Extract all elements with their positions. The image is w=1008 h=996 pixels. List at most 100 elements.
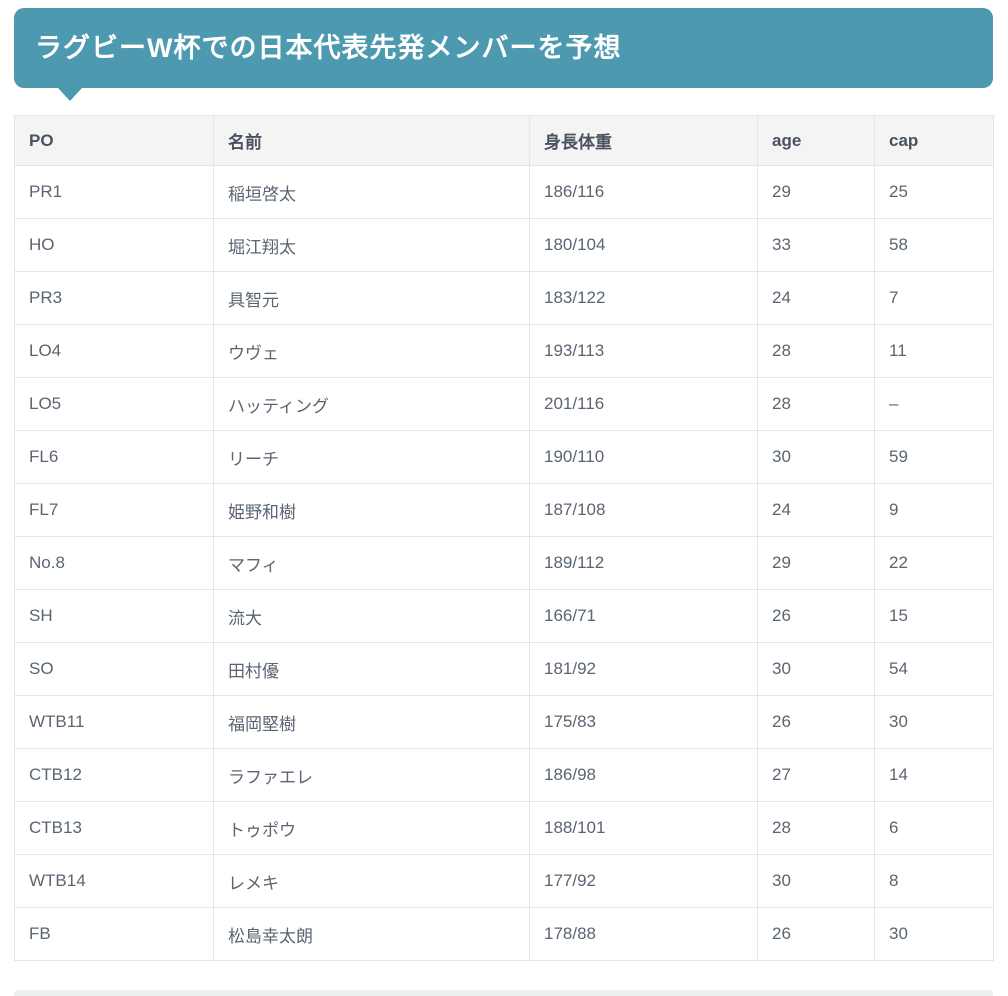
column-header-name: 名前 xyxy=(213,115,530,166)
table-body: PR1 稲垣啓太 186/116 29 25 HO 堀江翔太 180/104 33 58 PR3 具智… xyxy=(14,165,994,961)
table-cell: 28 xyxy=(757,801,875,855)
table-cell: マフィ xyxy=(213,536,530,590)
table-cell: 27 xyxy=(757,748,875,802)
table-cell: 26 xyxy=(757,589,875,643)
table-cell: 流大 xyxy=(213,589,530,643)
table-cell: FL6 xyxy=(14,430,214,484)
table-cell: 190/110 xyxy=(529,430,758,484)
table-header: PO 名前 身長体重 age cap xyxy=(14,115,994,166)
table-cell: 7 xyxy=(874,271,994,325)
table-cell: 183/122 xyxy=(529,271,758,325)
table-cell: 25 xyxy=(874,165,994,219)
table-cell: 6 xyxy=(874,801,994,855)
table-cell: WTB14 xyxy=(14,854,214,908)
table-cell: SH xyxy=(14,589,214,643)
table-row: HO 堀江翔太 180/104 33 58 xyxy=(14,218,994,272)
table-cell: ハッティング xyxy=(213,377,530,431)
table-cell: 姫野和樹 xyxy=(213,483,530,537)
table-row: FL6 リーチ 190/110 30 59 xyxy=(14,430,994,484)
table-cell: 28 xyxy=(757,377,875,431)
table-cell: リーチ xyxy=(213,430,530,484)
table-cell: 186/98 xyxy=(529,748,758,802)
table-cell: CTB13 xyxy=(14,801,214,855)
table-row: SH 流大 166/71 26 15 xyxy=(14,589,994,643)
table-cell: 30 xyxy=(757,854,875,908)
table-cell: 201/116 xyxy=(529,377,758,431)
table-cell: FB xyxy=(14,907,214,961)
table-cell: 8 xyxy=(874,854,994,908)
table-cell: 29 xyxy=(757,536,875,590)
table-cell: 181/92 xyxy=(529,642,758,696)
table-cell: 189/112 xyxy=(529,536,758,590)
table-cell: 30 xyxy=(874,695,994,749)
table-cell: 29 xyxy=(757,165,875,219)
table-row: WTB14 レメキ 177/92 30 8 xyxy=(14,854,994,908)
table-cell: 松島幸太朗 xyxy=(213,907,530,961)
column-header-cap: cap xyxy=(874,115,994,166)
table-cell: 175/83 xyxy=(529,695,758,749)
table-row: CTB13 トゥポウ 188/101 28 6 xyxy=(14,801,994,855)
table-cell: ウヴェ xyxy=(213,324,530,378)
table-row: CTB12 ラファエレ 186/98 27 14 xyxy=(14,748,994,802)
table-cell: – xyxy=(874,377,994,431)
table-cell: LO5 xyxy=(14,377,214,431)
table-cell: トゥポウ xyxy=(213,801,530,855)
table-header-row: PO 名前 身長体重 age cap xyxy=(14,115,994,166)
column-header-po: PO xyxy=(14,115,214,166)
table-row: SO 田村優 181/92 30 54 xyxy=(14,642,994,696)
table-cell: WTB11 xyxy=(14,695,214,749)
table-cell: No.8 xyxy=(14,536,214,590)
table-cell: 178/88 xyxy=(529,907,758,961)
table-cell: CTB12 xyxy=(14,748,214,802)
table-row: PR1 稲垣啓太 186/116 29 25 xyxy=(14,165,994,219)
table-cell: SO xyxy=(14,642,214,696)
title-banner: ラグビーW杯での日本代表先発メンバーを予想 xyxy=(14,8,993,88)
banner-tail-pointer xyxy=(58,88,82,101)
table-cell: ラファエレ xyxy=(213,748,530,802)
table-row: FL7 姫野和樹 187/108 24 9 xyxy=(14,483,994,537)
table-cell: 14 xyxy=(874,748,994,802)
column-header-height-weight: 身長体重 xyxy=(529,115,758,166)
table-cell: 59 xyxy=(874,430,994,484)
table-cell: 180/104 xyxy=(529,218,758,272)
table-cell: 30 xyxy=(757,430,875,484)
table-cell: 30 xyxy=(874,907,994,961)
table-row: PR3 具智元 183/122 24 7 xyxy=(14,271,994,325)
table-cell: 田村優 xyxy=(213,642,530,696)
table-cell: 11 xyxy=(874,324,994,378)
table-cell: HO xyxy=(14,218,214,272)
table-cell: PR3 xyxy=(14,271,214,325)
table-row: WTB11 福岡堅樹 175/83 26 30 xyxy=(14,695,994,749)
table-cell: 堀江翔太 xyxy=(213,218,530,272)
table-cell: 福岡堅樹 xyxy=(213,695,530,749)
table-cell: FL7 xyxy=(14,483,214,537)
table-cell: 具智元 xyxy=(213,271,530,325)
table-row: No.8 マフィ 189/112 29 22 xyxy=(14,536,994,590)
column-header-age: age xyxy=(757,115,875,166)
table-cell: 稲垣啓太 xyxy=(213,165,530,219)
table-cell: 33 xyxy=(757,218,875,272)
next-section-edge xyxy=(14,990,993,996)
table-cell: 187/108 xyxy=(529,483,758,537)
table-cell: 58 xyxy=(874,218,994,272)
table-cell: 22 xyxy=(874,536,994,590)
table-row: FB 松島幸太朗 178/88 26 30 xyxy=(14,907,994,961)
page-title: ラグビーW杯での日本代表先発メンバーを予想 xyxy=(35,32,622,63)
table-cell: 24 xyxy=(757,271,875,325)
table-cell: 26 xyxy=(757,907,875,961)
table-cell: 166/71 xyxy=(529,589,758,643)
table-cell: LO4 xyxy=(14,324,214,378)
table-cell: 26 xyxy=(757,695,875,749)
table-cell: レメキ xyxy=(213,854,530,908)
table-row: LO4 ウヴェ 193/113 28 11 xyxy=(14,324,994,378)
table-cell: PR1 xyxy=(14,165,214,219)
table-cell: 54 xyxy=(874,642,994,696)
table-row: LO5 ハッティング 201/116 28– xyxy=(14,377,994,431)
table-cell: 30 xyxy=(757,642,875,696)
table-cell: 193/113 xyxy=(529,324,758,378)
table-cell: 24 xyxy=(757,483,875,537)
table-cell: 15 xyxy=(874,589,994,643)
table-cell: 186/116 xyxy=(529,165,758,219)
table-cell: 188/101 xyxy=(529,801,758,855)
